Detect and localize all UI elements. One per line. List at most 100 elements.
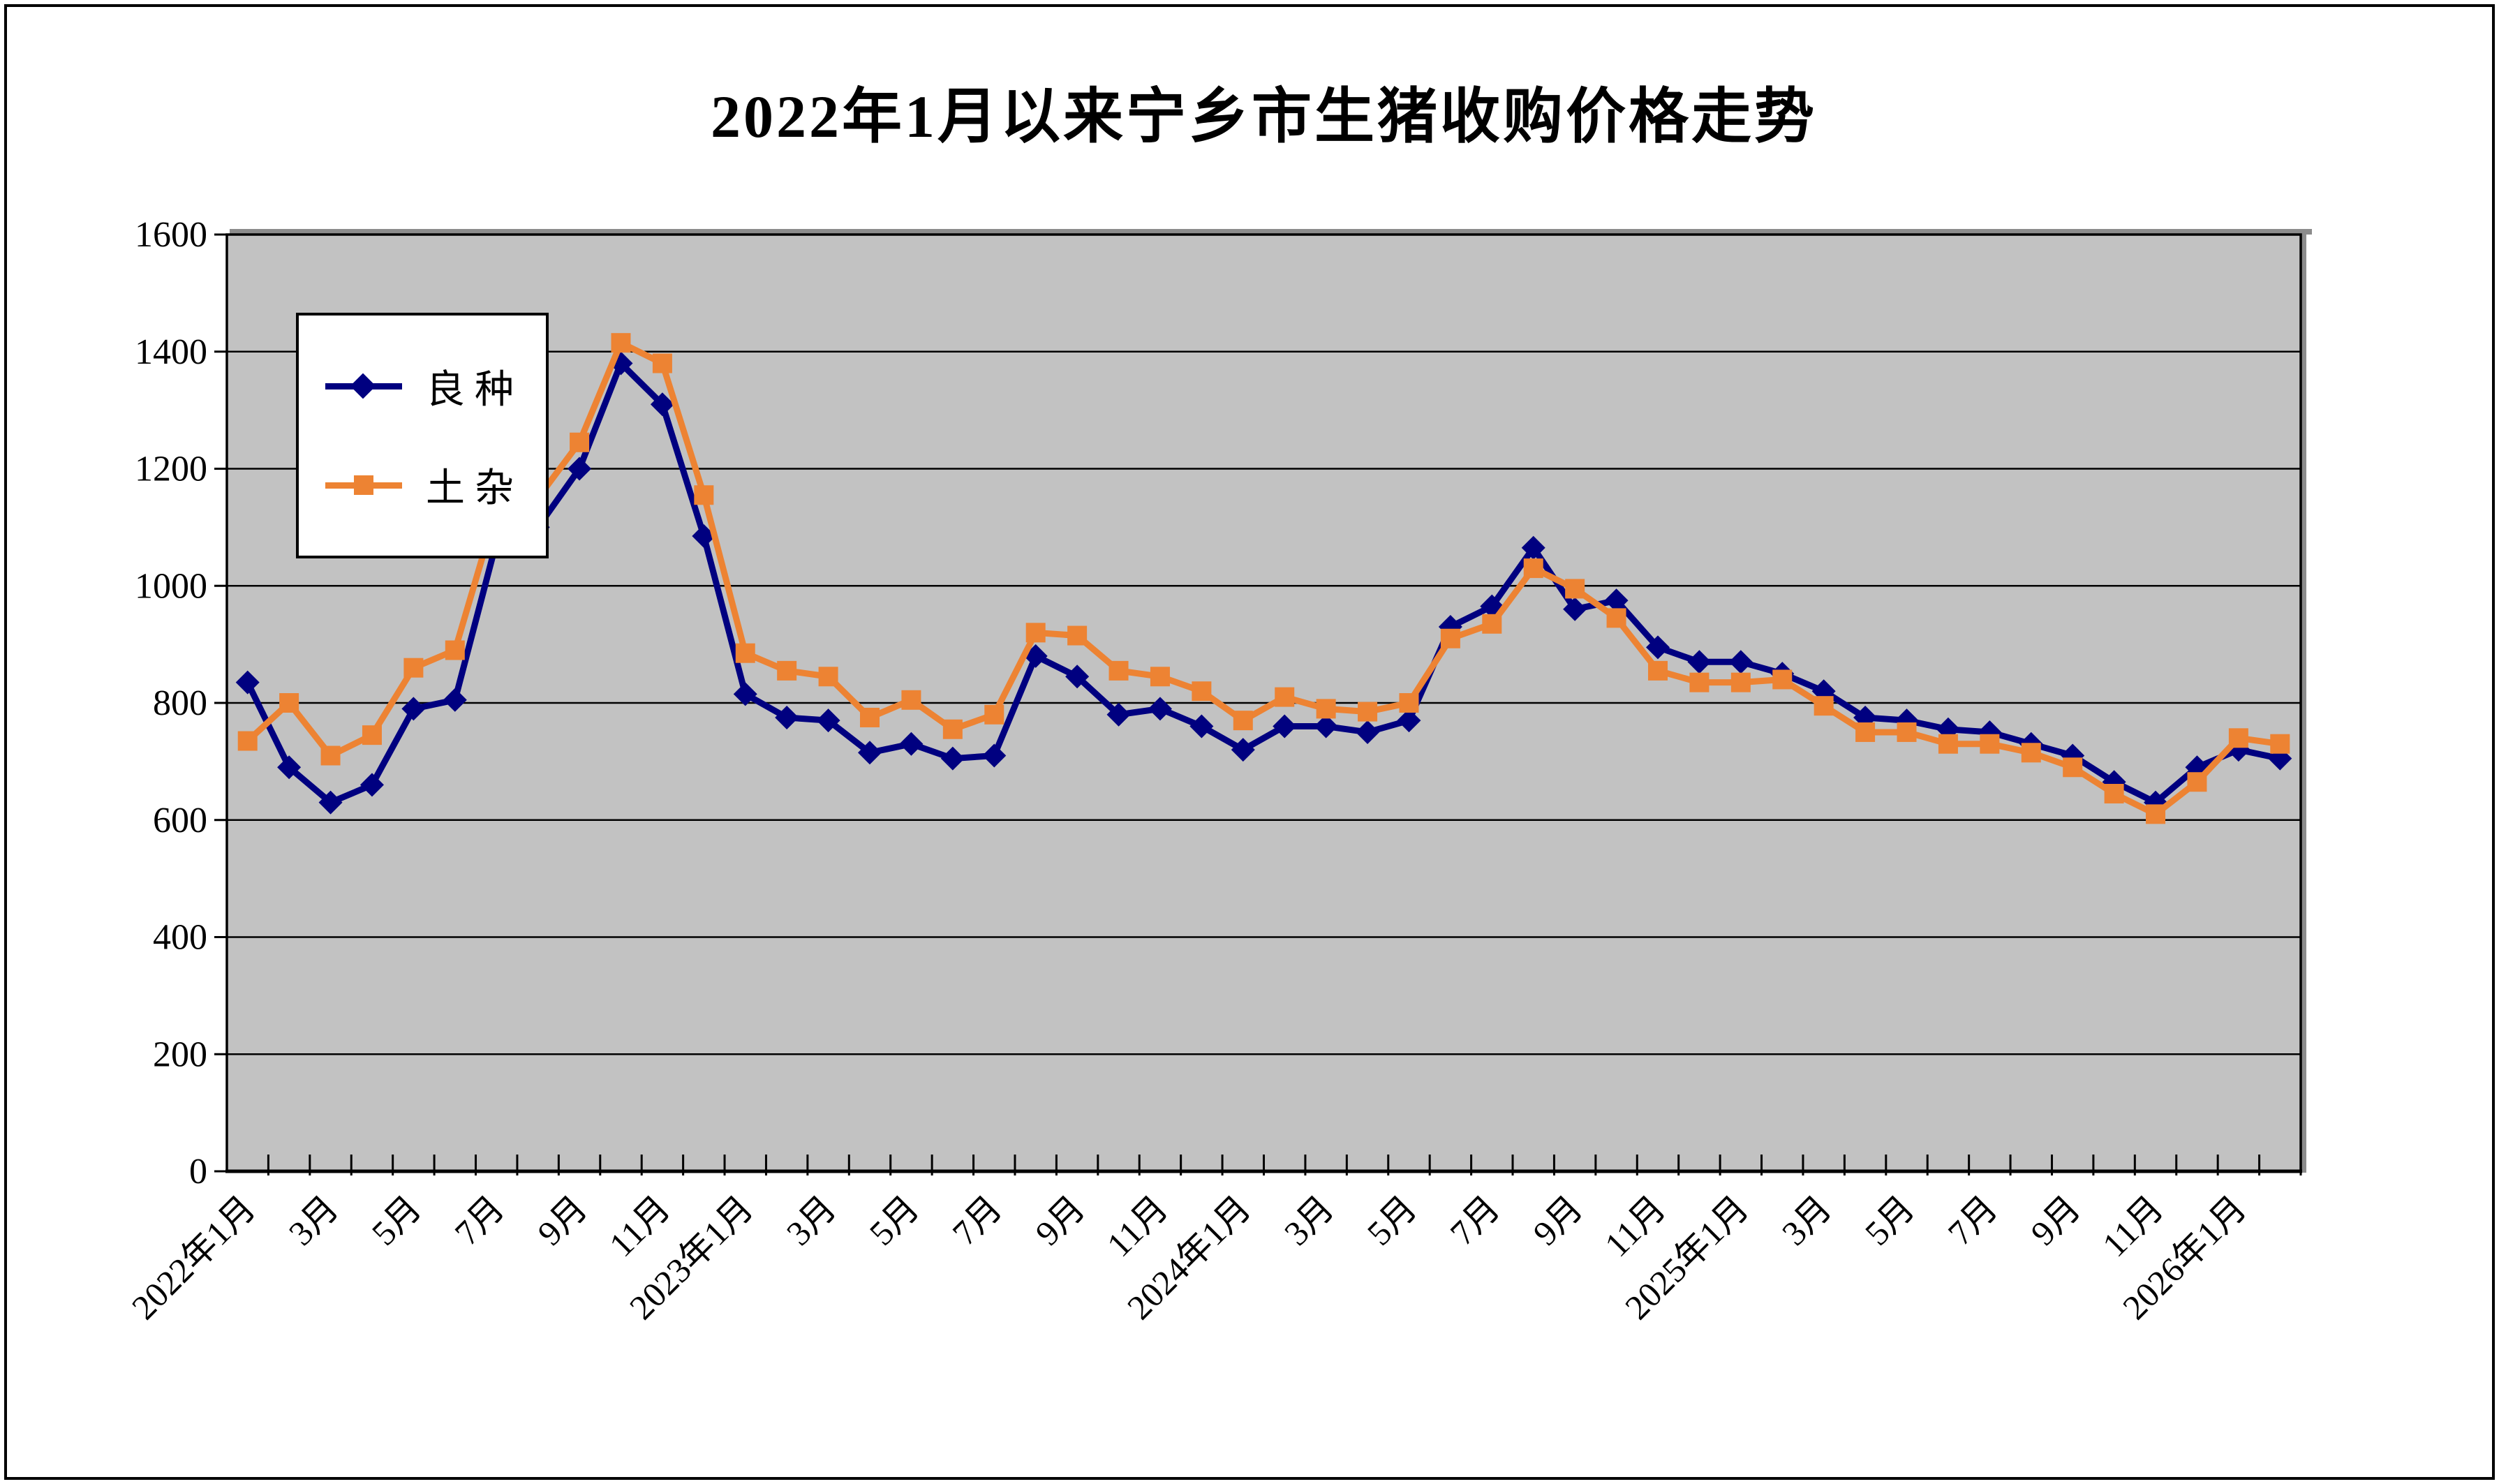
data-point-diamond (568, 457, 592, 481)
y-tick-label: 800 (153, 683, 207, 723)
data-point-square (611, 333, 631, 353)
x-tick-label: 11月 (602, 1188, 678, 1264)
y-tick-label: 600 (153, 801, 207, 840)
data-point-square (694, 485, 714, 505)
data-point-diamond (443, 688, 467, 712)
data-point-diamond (816, 708, 840, 733)
x-tick-label: 5月 (364, 1188, 429, 1253)
liangzhong-line-marker-swatch (325, 373, 402, 399)
x-tick-label: 7月 (447, 1188, 512, 1253)
data-point-square (1192, 681, 1212, 702)
data-point-square (1606, 608, 1626, 628)
data-point-square (1399, 693, 1419, 713)
data-point-square (445, 640, 465, 660)
x-tick-label: 11月 (1597, 1188, 1673, 1264)
data-point-square (403, 658, 424, 678)
data-point-diamond (277, 755, 302, 780)
x-tick-label: 3月 (779, 1188, 844, 1253)
x-tick-label: 3月 (1277, 1188, 1342, 1253)
tuza-line-marker-swatch (325, 473, 402, 497)
data-point-square (237, 731, 258, 751)
x-tick-label: 11月 (1099, 1188, 1176, 1264)
x-tick-label: 3月 (1774, 1188, 1839, 1253)
data-point-diamond (235, 670, 260, 695)
x-tick-label: 2022年1月 (124, 1188, 263, 1327)
data-point-diamond (1231, 738, 1255, 762)
x-tick-label: 9月 (530, 1188, 595, 1253)
data-point-square (1730, 672, 1751, 692)
data-point-diamond (401, 697, 426, 721)
data-point-diamond (1273, 714, 1297, 739)
data-point-diamond (899, 732, 924, 756)
data-point-diamond (1314, 714, 1338, 739)
data-point-diamond (359, 773, 384, 797)
data-point-square (1565, 579, 1585, 599)
data-point-diamond (1687, 650, 1712, 674)
data-point-diamond (1728, 650, 1753, 674)
data-point-square (2146, 804, 2166, 824)
x-tick-label: 5月 (1857, 1188, 1922, 1253)
data-point-diamond (982, 743, 1007, 768)
data-point-square (1938, 734, 1958, 754)
data-point-diamond (940, 746, 965, 771)
data-point-square (1358, 702, 1378, 722)
data-point-square (2187, 772, 2207, 792)
legend-item-tuza: 土杂 (299, 457, 546, 513)
data-point-square (1523, 558, 1543, 579)
data-point-square (1233, 711, 1253, 731)
data-point-square (652, 353, 672, 373)
legend-box: 良种 土杂 (296, 313, 549, 558)
diamond-marker-icon (350, 373, 376, 399)
y-tick-label: 200 (153, 1034, 207, 1074)
y-tick-label: 1400 (135, 332, 207, 372)
data-point-diamond (1189, 714, 1214, 739)
x-tick-label: 5月 (862, 1188, 927, 1253)
chart-title: 2022年1月以来宁乡市生猪收购价格走势 (711, 83, 1817, 150)
legend-label-tuza: 土杂 (426, 467, 524, 511)
data-point-diamond (1563, 597, 1587, 621)
data-point-diamond (318, 790, 343, 815)
data-point-square (1772, 669, 1793, 690)
data-point-square (901, 690, 921, 710)
data-point-diamond (733, 682, 757, 706)
x-tick-label: 9月 (1028, 1188, 1092, 1253)
plot-shadow-top (230, 229, 2312, 235)
data-point-square (320, 745, 341, 766)
x-tick-label: 9月 (1525, 1188, 1590, 1253)
data-point-square (1647, 660, 1668, 681)
data-point-square (570, 432, 590, 452)
data-point-diamond (1521, 535, 1545, 560)
data-point-diamond (1356, 720, 1380, 744)
x-tick-label: 11月 (2095, 1188, 2171, 1264)
data-point-square (362, 725, 382, 745)
data-point-square (735, 643, 755, 663)
y-tick-label: 400 (153, 918, 207, 958)
data-point-square (984, 704, 1004, 725)
data-point-diamond (775, 705, 799, 729)
y-tick-label: 1000 (135, 566, 207, 606)
data-point-diamond (1148, 697, 1172, 721)
x-tick-label: 7月 (944, 1188, 1009, 1253)
data-point-square (860, 707, 880, 727)
data-point-square (942, 719, 963, 739)
data-point-square (1108, 660, 1129, 681)
x-tick-label: 3月 (281, 1188, 346, 1253)
data-point-square (1440, 628, 1460, 648)
data-point-square (1067, 625, 1088, 646)
y-tick-label: 1600 (135, 215, 207, 255)
data-point-square (1150, 667, 1170, 687)
data-point-square (818, 667, 838, 687)
data-point-diamond (1065, 665, 1090, 689)
legend-item-liangzhong: 良种 (299, 358, 546, 415)
y-tick-label: 1200 (135, 450, 207, 489)
x-tick-label: 5月 (1360, 1188, 1425, 1253)
data-point-square (1814, 696, 1834, 716)
data-point-square (2104, 784, 2124, 804)
data-point-square (1316, 699, 1336, 719)
data-point-square (2063, 757, 2083, 778)
data-point-square (1482, 614, 1502, 634)
data-point-square (1855, 722, 1876, 742)
data-point-square (1980, 734, 2000, 754)
